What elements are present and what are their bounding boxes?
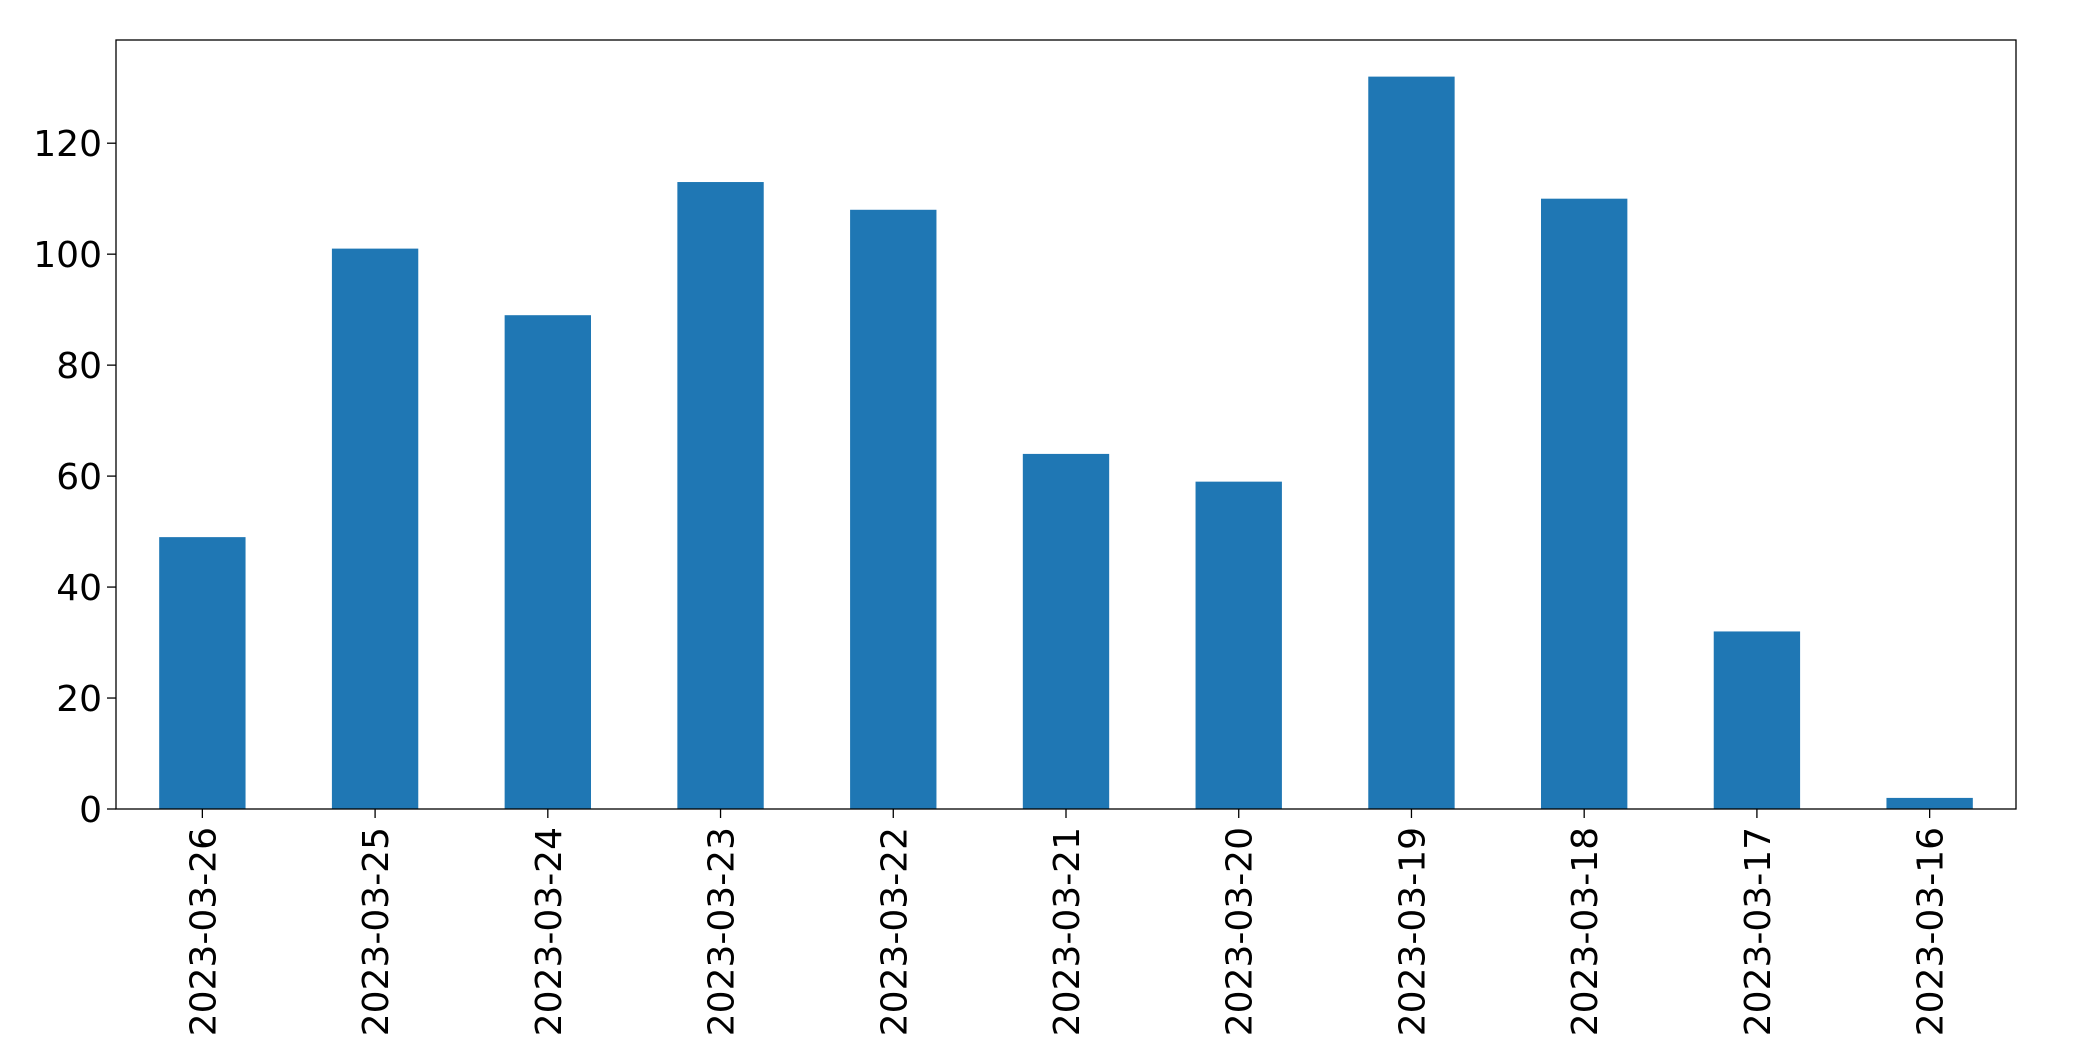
y-tick-label: 60 [56,457,102,498]
y-tick-label: 20 [56,679,102,720]
x-tick-label: 2023-03-26 [183,827,224,1036]
y-tick-label: 40 [56,568,102,609]
x-tick-label: 2023-03-24 [529,827,570,1036]
bar [1195,481,1282,809]
bar [1541,198,1628,809]
y-tick-label: 80 [56,346,102,387]
x-tick-label: 2023-03-21 [1047,827,1088,1036]
bar [504,315,591,809]
x-tick-label: 2023-03-17 [1738,827,1779,1036]
x-tick-label: 2023-03-25 [356,827,397,1036]
bar [1713,631,1801,809]
bar [850,209,937,809]
bar [677,182,764,809]
y-tick-label: 0 [79,790,102,831]
x-tick-label: 2023-03-22 [874,827,915,1036]
bar [1368,76,1455,810]
x-tick-label: 2023-03-18 [1565,827,1606,1036]
bar [159,537,246,809]
plot-frame [115,39,2017,810]
y-tick-label: 120 [33,124,102,165]
bar [1022,453,1110,809]
x-tick-label: 2023-03-20 [1220,827,1261,1036]
x-tick-label: 2023-03-23 [702,827,743,1036]
bar [1886,797,1973,809]
x-tick-label: 2023-03-16 [1911,827,1952,1036]
y-tick-label: 100 [33,235,102,276]
bar [331,248,419,809]
x-tick-label: 2023-03-19 [1392,827,1433,1036]
